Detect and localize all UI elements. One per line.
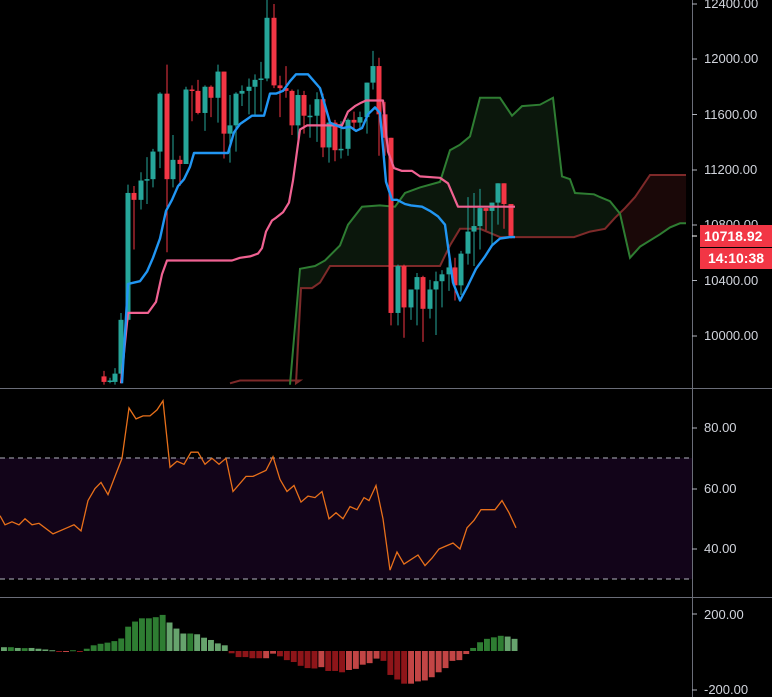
last-price-tag: 10718.92 — [700, 225, 772, 247]
macd-axis-label: 200.00 — [704, 607, 744, 622]
ichimoku-lines — [119, 73, 515, 384]
price-axis-label: 10000.00 — [704, 328, 759, 343]
rsi-axis-label: 40.00 — [704, 541, 737, 556]
rsi-axis-label: 60.00 — [704, 481, 737, 496]
macd-histogram — [1, 614, 518, 684]
rsi-axis-label: 80.00 — [704, 420, 737, 435]
axis-ticks — [692, 3, 697, 691]
price-axis-label: 12400.00 — [704, 0, 759, 11]
macd-axis-label: -200.00 — [704, 682, 749, 697]
rsi-line — [0, 398, 517, 571]
rsi-band-fill — [0, 458, 692, 579]
price-axis-label: 11600.00 — [704, 107, 758, 122]
price-axis-label: 11200.00 — [704, 162, 758, 177]
price-axis-label: 10400.00 — [704, 273, 759, 288]
price-axis-label: 12000.00 — [704, 51, 759, 66]
ichimoku-cloud — [229, 96, 687, 386]
price-axis-label: 10800.00 — [704, 218, 758, 226]
bar-countdown-tag: 14:10:38 — [700, 248, 772, 269]
candlesticks — [101, 0, 514, 385]
